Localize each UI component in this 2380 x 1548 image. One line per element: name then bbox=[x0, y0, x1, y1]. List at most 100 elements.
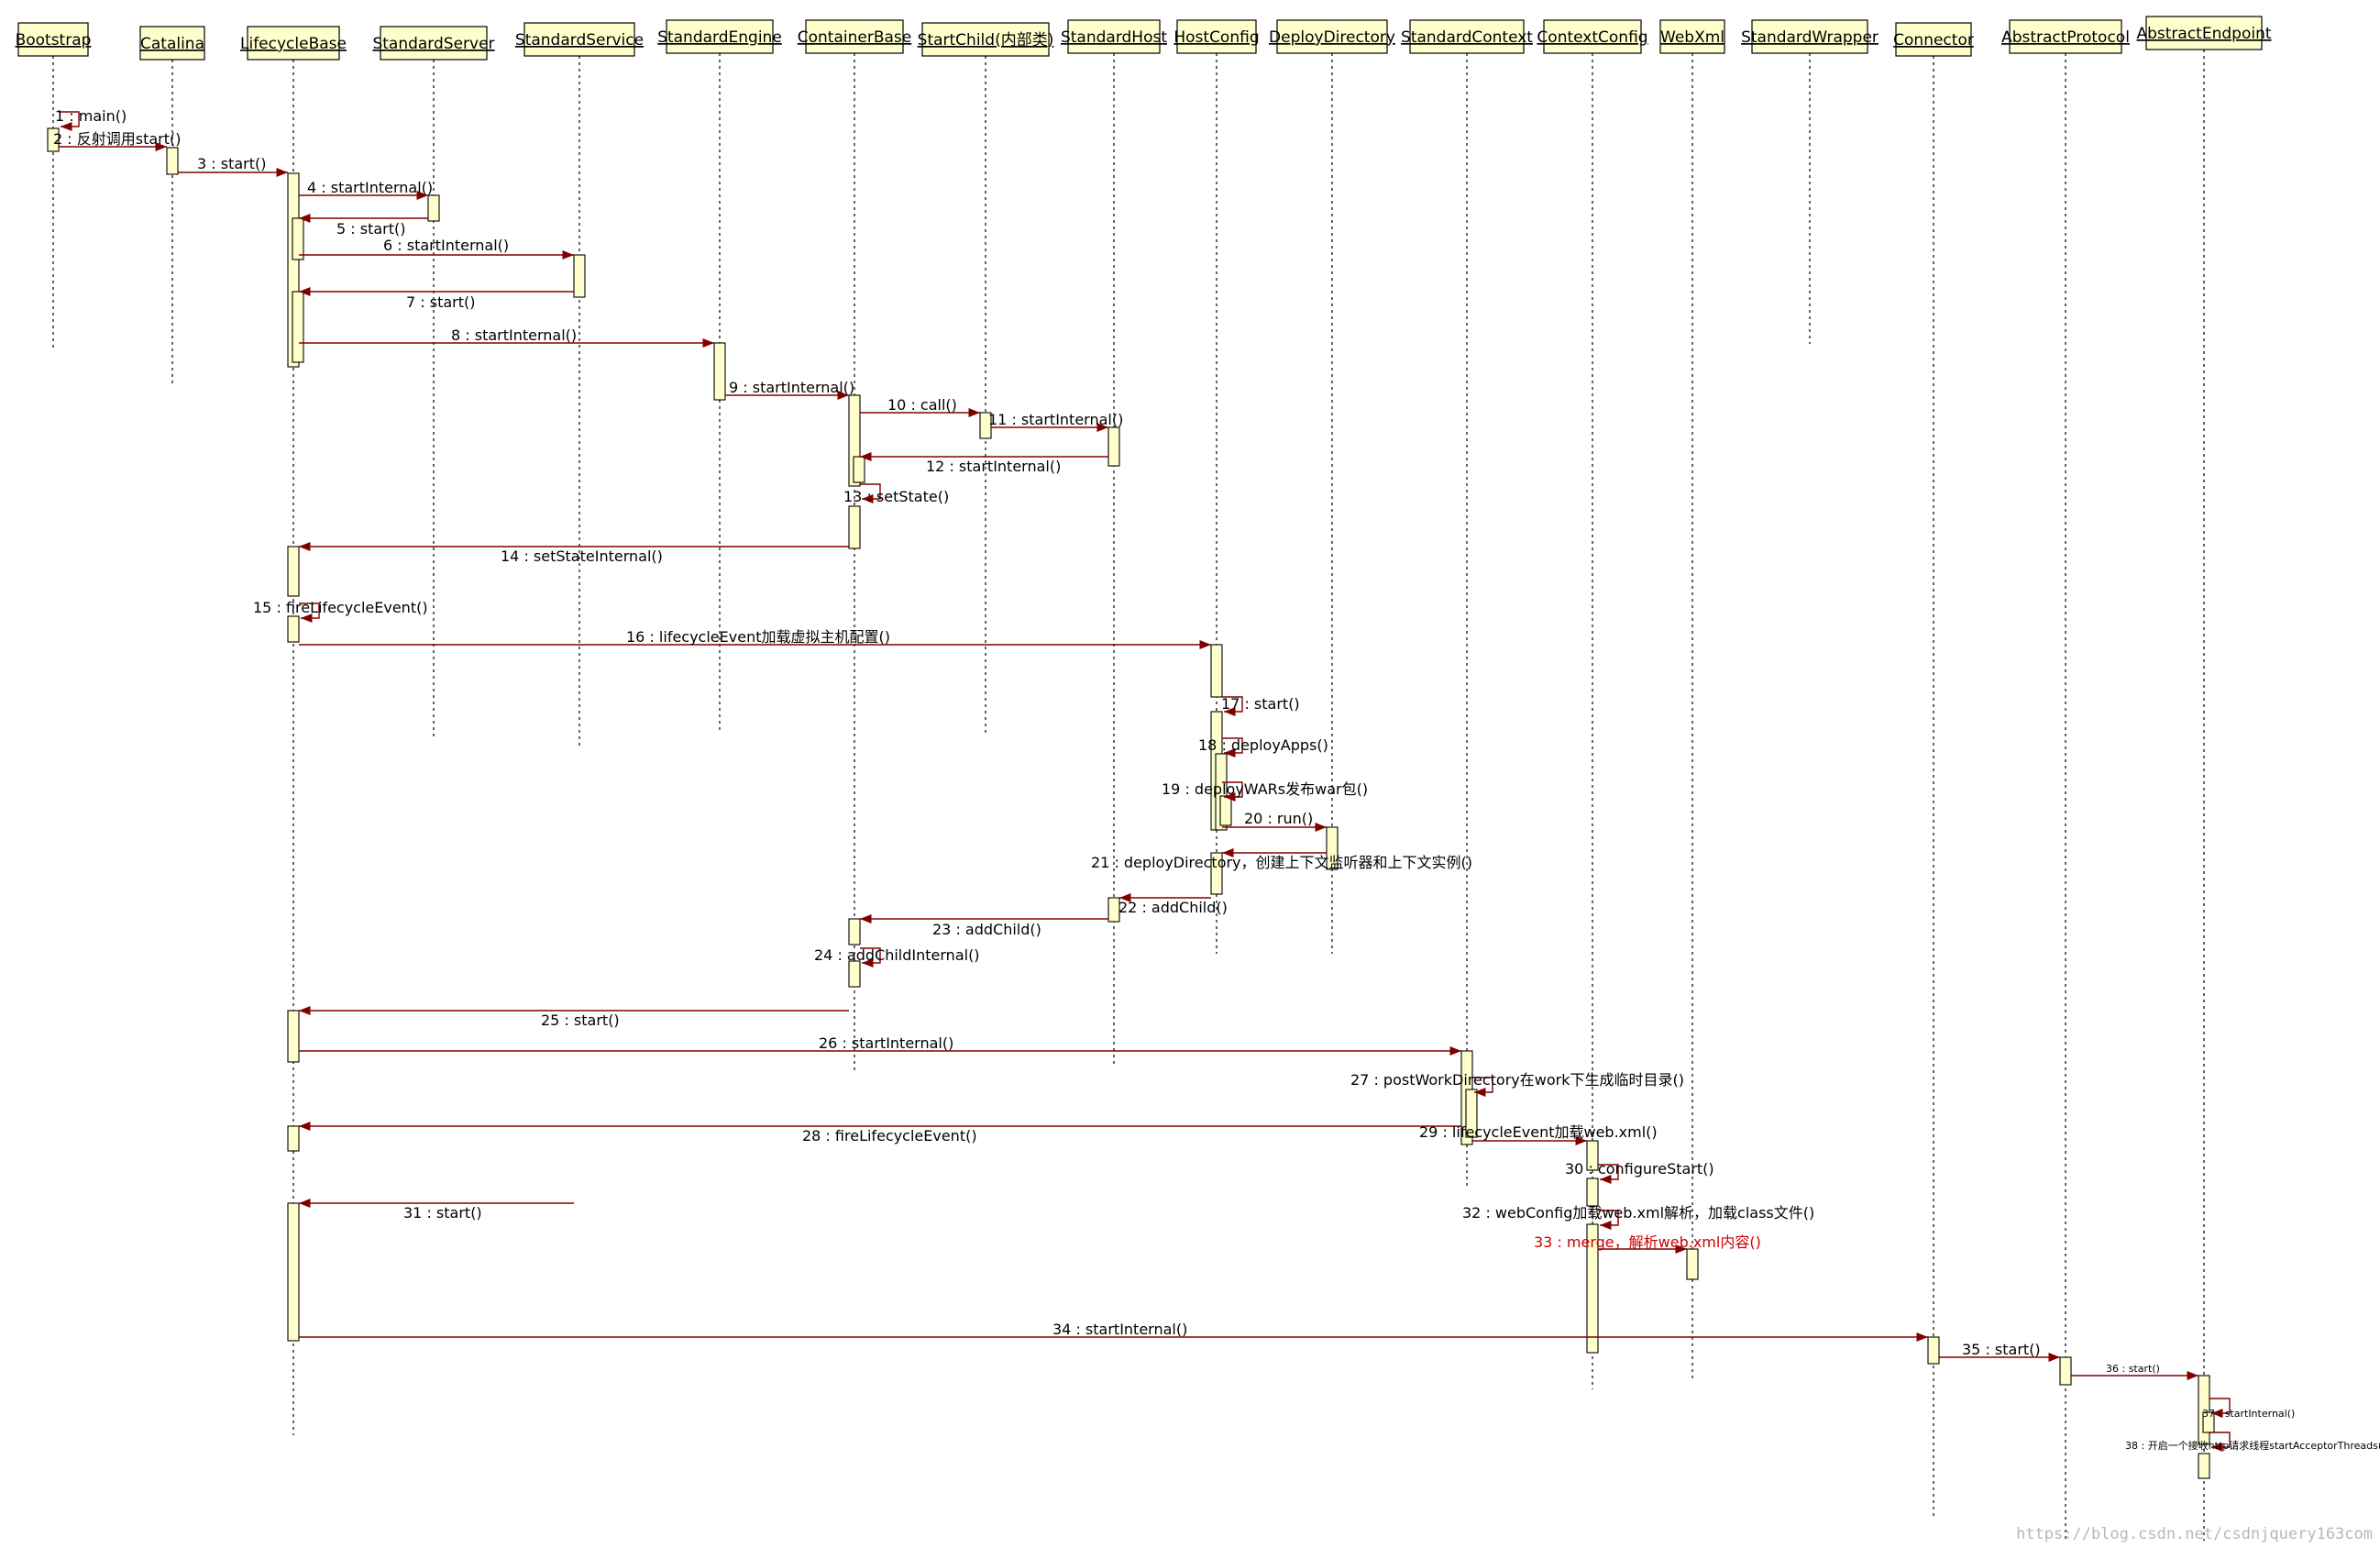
participant-standardservice: StandardService bbox=[515, 22, 644, 57]
participant-box bbox=[1751, 19, 1868, 54]
activation-lifecyclebase bbox=[292, 291, 304, 363]
message-19: 19 : deployWARs发布war包() bbox=[1162, 780, 1368, 802]
participant-box bbox=[1067, 19, 1161, 54]
message-label: 31 : start() bbox=[403, 1204, 482, 1222]
participant-box bbox=[666, 19, 774, 54]
message-21: 21 : deployDirectory，创建上下文监听器和上下文实例() bbox=[1091, 847, 1472, 871]
participant-lifecyclebase: LifecycleBase bbox=[240, 26, 347, 61]
activation-connector bbox=[1927, 1336, 1940, 1365]
participant-box bbox=[1659, 19, 1725, 54]
lifelines bbox=[52, 50, 2205, 1541]
activation-contextconfig bbox=[1586, 1178, 1599, 1207]
participant-webxml: WebXml bbox=[1659, 19, 1725, 54]
participant-box bbox=[2145, 16, 2263, 50]
message-26: 26 : startInternal() bbox=[299, 1034, 1461, 1056]
message-label: 37 : startInternal() bbox=[2202, 1408, 2295, 1420]
message-7: 7 : start() bbox=[299, 286, 574, 311]
message-label: 26 : startInternal() bbox=[819, 1034, 953, 1052]
message-label: 20 : run() bbox=[1244, 810, 1313, 827]
participant-label: Connector bbox=[1893, 31, 1974, 50]
message-label: 15 : fireLifecycleEvent() bbox=[253, 599, 428, 616]
self-arrow bbox=[2209, 1398, 2231, 1419]
activation-bootstrap bbox=[47, 127, 60, 152]
participant-label: StandardHost bbox=[1061, 28, 1167, 47]
participant-contextconfig: ContextConfig bbox=[1537, 19, 1648, 54]
message-label: 32 : webConfig加载web.xml解析，加载class文件() bbox=[1462, 1204, 1814, 1222]
activation-lifecyclebase bbox=[287, 1125, 300, 1152]
participant-label: StandardServer bbox=[372, 35, 494, 53]
participant-label: DeployDirectory bbox=[1269, 28, 1395, 47]
participant-containerbase: ContainerBase bbox=[798, 19, 911, 54]
message-31: 31 : start() bbox=[299, 1198, 574, 1222]
activation-standardserver bbox=[427, 194, 440, 222]
self-arrow bbox=[1222, 696, 1243, 717]
message-label: 8 : startInternal() bbox=[451, 326, 577, 344]
message-17: 17 : start() bbox=[1221, 695, 1300, 717]
participant-hostconfig: HostConfig bbox=[1173, 19, 1260, 54]
activation-containerbase bbox=[848, 918, 861, 945]
message-label: 21 : deployDirectory，创建上下文监听器和上下文实例() bbox=[1091, 854, 1472, 871]
watermark: https://blog.csdn.net/csdnjquery163com bbox=[2016, 1525, 2373, 1543]
participant-label: HostConfig bbox=[1173, 28, 1259, 47]
activation-standardservice bbox=[573, 254, 586, 298]
message-label: 5 : start() bbox=[336, 220, 406, 238]
self-arrow bbox=[860, 947, 881, 968]
participant-label: ContainerBase bbox=[798, 28, 911, 47]
message-label: 30 : configureStart() bbox=[1565, 1160, 1714, 1178]
message-11: 11 : startInternal() bbox=[988, 411, 1123, 433]
activation-lifecyclebase bbox=[292, 217, 304, 260]
participant-label: ContextConfig bbox=[1537, 28, 1647, 47]
participant-bootstrap: Bootstrap bbox=[16, 22, 92, 57]
participant-box bbox=[1276, 19, 1388, 54]
message-label: 35 : start() bbox=[1962, 1341, 2041, 1358]
participant-box bbox=[1543, 19, 1642, 54]
participant-standardengine: StandardEngine bbox=[657, 19, 782, 54]
activation-lifecyclebase bbox=[287, 615, 300, 643]
message-32: 32 : webConfig加载web.xml解析，加载class文件() bbox=[1462, 1204, 1814, 1231]
message-38: 38 : 开启一个接收http请求线程startAcceptorThreads(… bbox=[2125, 1432, 2380, 1453]
message-6: 6 : startInternal() bbox=[299, 237, 574, 260]
message-label: 22 : addChild() bbox=[1118, 899, 1228, 916]
participant-label: StandardEngine bbox=[657, 28, 782, 47]
message-label: 36 : start() bbox=[2106, 1363, 2160, 1375]
activation-bars bbox=[47, 127, 2215, 1479]
message-12: 12 : startInternal() bbox=[860, 451, 1108, 475]
activation-contextconfig bbox=[1586, 1223, 1599, 1354]
message-label: 24 : addChildInternal() bbox=[814, 946, 980, 964]
message-label: 10 : call() bbox=[887, 396, 957, 414]
participant-label: AbstractEndpoint bbox=[2136, 25, 2271, 43]
message-9: 9 : startInternal() bbox=[725, 379, 854, 401]
self-arrow bbox=[2209, 1432, 2231, 1453]
activation-startchild bbox=[979, 412, 992, 439]
participant-standardhost: StandardHost bbox=[1061, 19, 1167, 54]
message-1: 1 : main() bbox=[55, 107, 127, 132]
activation-lifecyclebase bbox=[287, 546, 300, 597]
message-label: 29 : lifecycleEvent加载web.xml() bbox=[1419, 1123, 1658, 1141]
message-22: 22 : addChild() bbox=[1118, 892, 1228, 916]
participant-label: LifecycleBase bbox=[240, 35, 347, 53]
message-label: 11 : startInternal() bbox=[988, 411, 1123, 428]
participant-label: StartChild(内部类) bbox=[918, 31, 1054, 50]
activation-contextconfig bbox=[1586, 1140, 1599, 1171]
participant-deploydirectory: DeployDirectory bbox=[1269, 19, 1395, 54]
message-label: 6 : startInternal() bbox=[383, 237, 509, 254]
message-3: 3 : start() bbox=[178, 155, 288, 178]
message-label: 9 : startInternal() bbox=[729, 379, 854, 396]
message-10: 10 : call() bbox=[860, 396, 980, 418]
activation-hostconfig bbox=[1210, 644, 1223, 698]
participant-label: StandardWrapper bbox=[1741, 28, 1879, 47]
participant-box bbox=[1176, 19, 1257, 54]
participant-label: Bootstrap bbox=[16, 31, 92, 50]
message-20: 20 : run() bbox=[1222, 810, 1327, 833]
participant-connector: Connector bbox=[1893, 22, 1974, 57]
participant-standardcontext: StandardContext bbox=[1401, 19, 1533, 54]
participant-box bbox=[247, 26, 340, 61]
message-36: 36 : start() bbox=[2071, 1363, 2198, 1381]
activation-containerbase bbox=[853, 456, 865, 483]
participant-abstractprotocol: AbstractProtocol bbox=[2001, 19, 2130, 54]
activation-standardengine bbox=[713, 342, 726, 401]
participant-box bbox=[523, 22, 635, 57]
activation-catalina bbox=[166, 147, 179, 175]
activation-abstractprotocol bbox=[2059, 1356, 2072, 1386]
